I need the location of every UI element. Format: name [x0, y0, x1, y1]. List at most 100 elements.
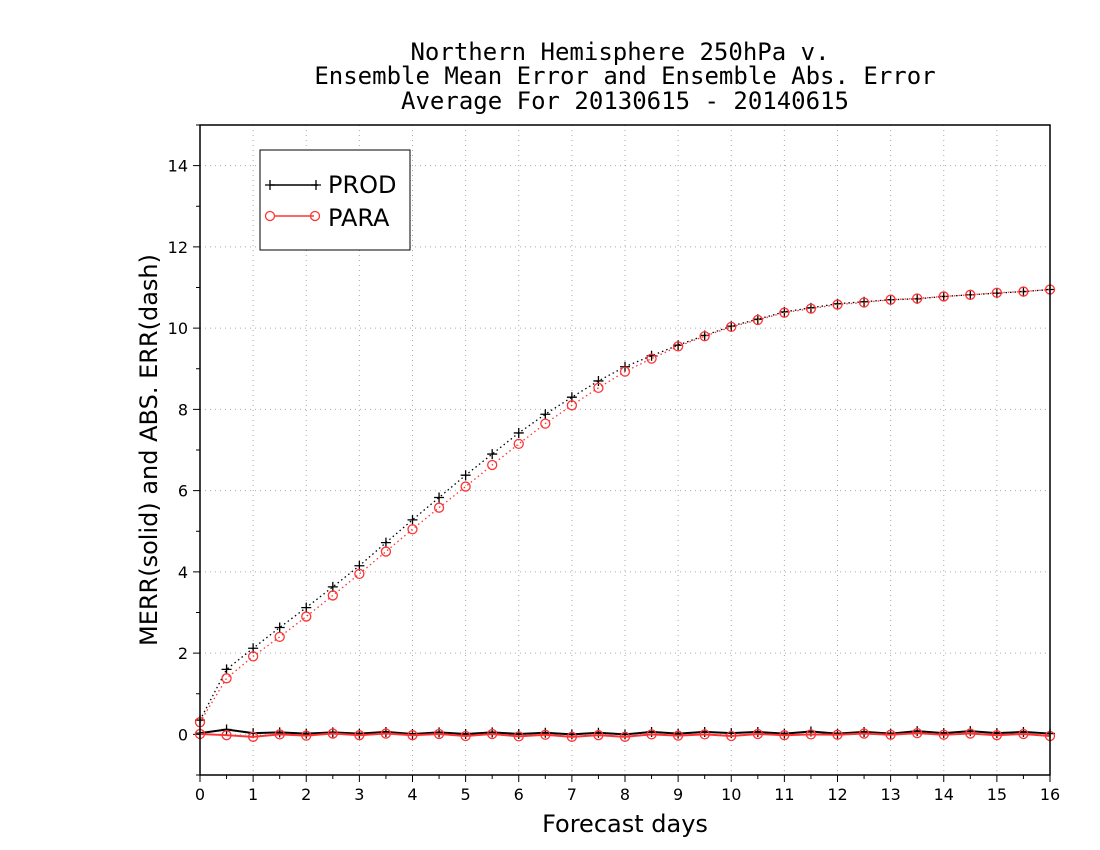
point-prod-abs-error	[434, 492, 445, 503]
point-prod-mean-error	[221, 724, 232, 735]
point-para-abs-error	[912, 293, 923, 304]
point-para-abs-error	[752, 314, 763, 326]
legend-marker-prod	[265, 180, 321, 190]
point-para-abs-error	[407, 524, 418, 535]
point-para-mean-error	[858, 728, 870, 739]
point-prod-abs-error	[938, 291, 949, 302]
point-para-mean-error	[752, 728, 763, 740]
point-prod-mean-error	[274, 727, 285, 738]
y-tick-label: 10	[168, 319, 188, 338]
legend-label-para: PARA	[328, 204, 390, 232]
x-tick-label: 13	[880, 785, 900, 804]
x-tick-label: 0	[195, 785, 205, 804]
title-line-3: Average For 20130615 - 20140615	[401, 87, 849, 115]
point-para-abs-error	[247, 651, 259, 662]
point-para-mean-error	[593, 730, 604, 741]
legend-item-para: PARA	[264, 204, 390, 232]
point-para-abs-error	[1018, 286, 1029, 297]
point-para-mean-error	[460, 730, 471, 742]
point-para-abs-error	[380, 546, 392, 557]
point-para-mean-error	[672, 730, 684, 741]
point-prod-mean-error	[752, 726, 763, 737]
y-axis-label: MERR(solid) and ABS. ERR(dash)	[135, 254, 163, 646]
point-para-abs-error	[433, 502, 445, 513]
point-para-mean-error	[832, 729, 843, 740]
point-para-mean-error	[380, 728, 392, 739]
point-para-abs-error	[832, 299, 843, 310]
point-para-mean-error	[407, 730, 418, 741]
point-prod-abs-error	[513, 427, 524, 438]
point-para-mean-error	[938, 729, 949, 740]
x-tick-label: 4	[407, 785, 417, 804]
point-para-mean-error	[726, 730, 737, 742]
point-para-abs-error	[646, 353, 657, 364]
point-para-abs-error	[619, 366, 631, 377]
point-para-abs-error	[965, 289, 976, 300]
point-para-mean-error	[566, 731, 578, 742]
chart-title: Northern Hemisphere 250hPa v. Ensemble M…	[314, 38, 935, 115]
point-para-mean-error	[965, 728, 976, 739]
point-prod-mean-error	[1018, 726, 1029, 737]
point-prod-abs-error	[540, 409, 551, 420]
point-para-mean-error	[912, 728, 923, 739]
y-tick-label: 8	[178, 400, 188, 419]
x-tick-label: 3	[354, 785, 364, 804]
point-para-mean-error	[619, 731, 631, 742]
point-para-mean-error	[221, 730, 232, 741]
series-para-mean-error	[194, 728, 1056, 742]
legend-marker-para-right	[309, 210, 321, 222]
point-para-mean-error	[247, 731, 259, 742]
point-prod-abs-error	[301, 602, 312, 613]
point-para-abs-error	[991, 287, 1003, 298]
point-para-abs-error	[805, 303, 817, 314]
point-para-abs-error	[540, 418, 551, 429]
y-tick-label: 14	[168, 157, 188, 176]
point-para-abs-error	[885, 294, 896, 305]
x-tick-label: 2	[301, 785, 311, 804]
y-tick-label: 4	[178, 563, 188, 582]
point-para-mean-error	[327, 728, 338, 739]
x-tick-label: 14	[934, 785, 954, 804]
x-tick-label: 10	[721, 785, 741, 804]
x-tick-label: 1	[248, 785, 258, 804]
point-prod-abs-error	[274, 622, 285, 633]
point-para-mean-error	[699, 729, 710, 740]
point-prod-mean-error	[301, 728, 312, 739]
point-para-abs-error	[938, 291, 949, 302]
point-para-abs-error	[858, 297, 870, 308]
point-prod-mean-error	[673, 728, 684, 739]
x-tick-label: 11	[774, 785, 794, 804]
point-para-mean-error	[433, 728, 445, 740]
y-tick-label: 2	[178, 644, 188, 663]
point-para-mean-error	[885, 729, 896, 740]
point-prod-mean-error	[460, 728, 471, 739]
legend-box	[259, 149, 411, 251]
point-para-abs-error	[487, 459, 498, 471]
x-tick-label: 6	[514, 785, 524, 804]
title-line-1: Northern Hemisphere 250hPa v.	[410, 38, 829, 66]
point-para-abs-error	[779, 307, 790, 318]
point-prod-abs-error	[460, 470, 471, 481]
series-line-para-abs-error	[199, 288, 1051, 723]
x-tick-label: 5	[461, 785, 471, 804]
point-para-abs-error	[699, 331, 710, 342]
y-tick-label: 0	[178, 725, 188, 744]
y-tick-label: 6	[178, 482, 188, 501]
point-prod-abs-error	[380, 537, 391, 548]
point-para-abs-error	[726, 321, 737, 333]
point-prod-abs-error	[327, 581, 338, 592]
point-para-mean-error	[274, 729, 285, 740]
point-para-mean-error	[991, 730, 1003, 741]
point-para-mean-error	[540, 729, 551, 740]
point-prod-abs-error	[593, 375, 604, 386]
x-tick-label: 12	[827, 785, 847, 804]
point-prod-abs-error	[407, 514, 418, 525]
point-para-abs-error	[593, 382, 604, 393]
title-line-2: Ensemble Mean Error and Ensemble Abs. Er…	[314, 62, 935, 90]
x-axis-label: Forecast days	[542, 810, 708, 838]
point-prod-mean-error	[991, 728, 1002, 739]
point-para-mean-error	[1018, 728, 1029, 740]
point-para-abs-error	[221, 673, 232, 684]
